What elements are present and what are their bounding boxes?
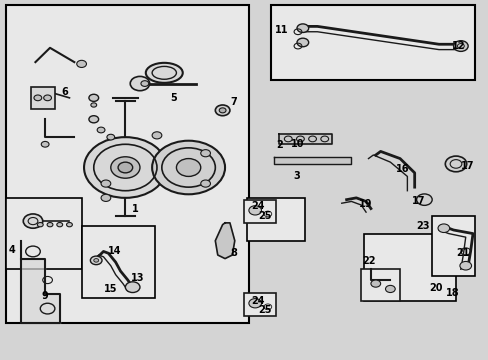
FancyBboxPatch shape xyxy=(244,293,276,316)
Circle shape xyxy=(57,222,62,227)
Circle shape xyxy=(141,81,148,86)
Ellipse shape xyxy=(145,63,183,83)
Circle shape xyxy=(201,150,210,157)
Circle shape xyxy=(89,116,99,123)
Circle shape xyxy=(152,141,224,194)
Circle shape xyxy=(101,180,111,187)
Circle shape xyxy=(445,156,466,172)
FancyBboxPatch shape xyxy=(361,269,399,301)
Text: 13: 13 xyxy=(130,273,144,283)
Text: 20: 20 xyxy=(428,283,442,293)
Text: 23: 23 xyxy=(416,221,429,231)
Circle shape xyxy=(66,222,72,227)
Circle shape xyxy=(34,95,41,101)
Text: 24: 24 xyxy=(250,201,264,211)
Circle shape xyxy=(97,127,105,133)
Text: 21: 21 xyxy=(456,248,469,258)
Polygon shape xyxy=(215,223,234,258)
Text: 25: 25 xyxy=(258,305,272,315)
FancyBboxPatch shape xyxy=(431,216,474,276)
Circle shape xyxy=(296,38,308,47)
Circle shape xyxy=(118,162,132,173)
Circle shape xyxy=(248,298,261,308)
Text: 25: 25 xyxy=(258,211,272,221)
FancyBboxPatch shape xyxy=(81,226,154,298)
FancyBboxPatch shape xyxy=(6,5,249,323)
Text: 8: 8 xyxy=(230,248,237,258)
Text: 7: 7 xyxy=(230,97,237,107)
Text: 15: 15 xyxy=(104,284,117,294)
Circle shape xyxy=(111,157,140,178)
Text: 12: 12 xyxy=(451,41,464,51)
Text: 24: 24 xyxy=(250,296,264,306)
Circle shape xyxy=(107,134,115,140)
Text: 4: 4 xyxy=(9,246,16,255)
Text: 17: 17 xyxy=(411,197,425,206)
Text: 14: 14 xyxy=(107,247,121,256)
Circle shape xyxy=(101,194,111,202)
Circle shape xyxy=(248,206,261,215)
Text: 10: 10 xyxy=(291,139,304,149)
Circle shape xyxy=(37,222,43,227)
Circle shape xyxy=(130,76,149,91)
FancyBboxPatch shape xyxy=(30,87,55,109)
Circle shape xyxy=(23,214,42,228)
FancyBboxPatch shape xyxy=(244,200,276,223)
Polygon shape xyxy=(278,134,331,144)
FancyBboxPatch shape xyxy=(271,5,474,80)
Circle shape xyxy=(385,285,394,293)
FancyBboxPatch shape xyxy=(111,157,191,176)
Text: 5: 5 xyxy=(170,93,177,103)
Text: 9: 9 xyxy=(41,291,48,301)
Circle shape xyxy=(77,60,86,67)
Circle shape xyxy=(201,180,210,187)
Circle shape xyxy=(41,141,49,147)
Circle shape xyxy=(84,137,166,198)
Circle shape xyxy=(215,105,229,116)
Polygon shape xyxy=(273,157,351,164)
Circle shape xyxy=(176,158,201,176)
Circle shape xyxy=(437,224,449,233)
Circle shape xyxy=(47,222,53,227)
Text: 22: 22 xyxy=(362,256,375,266)
Text: 18: 18 xyxy=(445,288,459,297)
FancyBboxPatch shape xyxy=(363,234,455,301)
Circle shape xyxy=(94,258,99,262)
Text: 2: 2 xyxy=(276,140,282,150)
Circle shape xyxy=(90,256,102,265)
FancyBboxPatch shape xyxy=(6,198,81,269)
Text: 1: 1 xyxy=(131,203,138,213)
Text: 17: 17 xyxy=(461,161,474,171)
Circle shape xyxy=(370,280,380,287)
Circle shape xyxy=(43,95,51,101)
Circle shape xyxy=(453,41,467,51)
Text: 3: 3 xyxy=(293,171,300,181)
Circle shape xyxy=(459,261,470,270)
Circle shape xyxy=(91,103,97,107)
Circle shape xyxy=(219,108,225,113)
FancyBboxPatch shape xyxy=(246,198,305,241)
Circle shape xyxy=(89,94,99,102)
Text: 11: 11 xyxy=(275,25,288,35)
Polygon shape xyxy=(21,241,60,323)
Circle shape xyxy=(125,282,140,293)
Circle shape xyxy=(416,194,431,205)
Circle shape xyxy=(296,24,308,32)
Text: 6: 6 xyxy=(61,87,68,98)
Circle shape xyxy=(152,132,162,139)
Text: 16: 16 xyxy=(395,164,408,174)
Text: 19: 19 xyxy=(359,199,372,209)
